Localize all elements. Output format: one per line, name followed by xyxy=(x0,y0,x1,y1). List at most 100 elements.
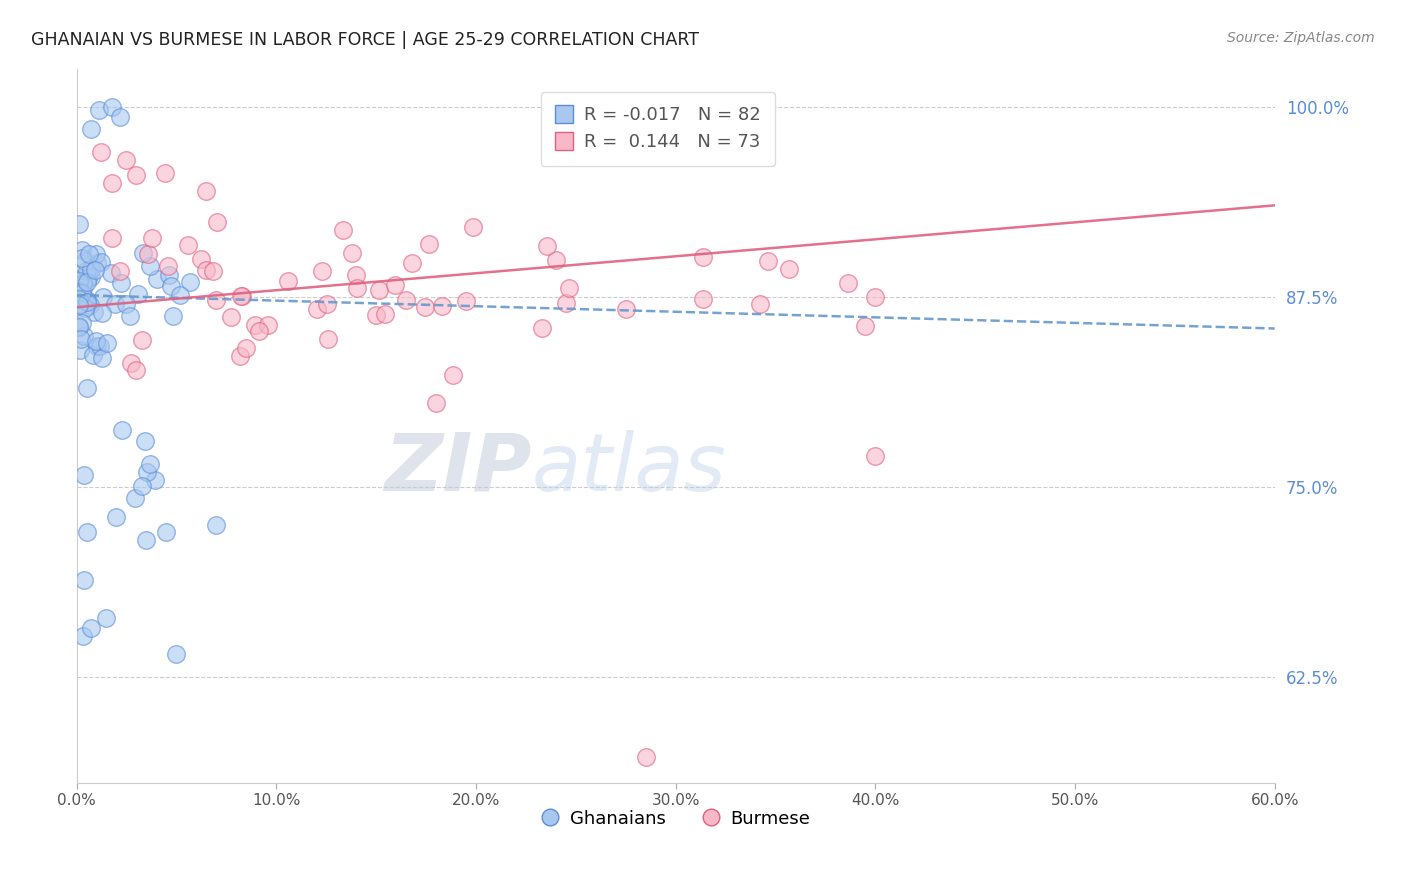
Point xyxy=(136,466,159,480)
Point xyxy=(67,285,90,299)
Point xyxy=(205,215,228,229)
Point xyxy=(124,491,146,505)
Point xyxy=(454,293,477,308)
Point xyxy=(67,297,90,311)
Point xyxy=(91,351,114,365)
Point xyxy=(195,184,218,198)
Point xyxy=(75,301,97,315)
Point xyxy=(111,423,134,437)
Point xyxy=(169,288,191,302)
Point xyxy=(219,310,242,324)
Point xyxy=(634,750,657,764)
Point xyxy=(229,289,252,303)
Point xyxy=(368,284,391,298)
Point xyxy=(72,276,94,290)
Point xyxy=(69,319,91,334)
Point xyxy=(401,256,423,270)
Point xyxy=(110,276,132,290)
Point xyxy=(101,176,124,190)
Point xyxy=(146,272,169,286)
Point xyxy=(79,298,101,312)
Point xyxy=(346,280,368,294)
Point xyxy=(76,293,98,308)
Point xyxy=(544,253,567,268)
Point xyxy=(131,334,153,348)
Point xyxy=(156,259,179,273)
Point xyxy=(84,334,107,349)
Point xyxy=(243,318,266,332)
Legend: Ghanaians, Burmese: Ghanaians, Burmese xyxy=(534,802,818,835)
Point xyxy=(80,269,103,284)
Point xyxy=(75,253,97,268)
Point xyxy=(555,296,578,310)
Point xyxy=(104,297,127,311)
Point xyxy=(138,457,160,471)
Point xyxy=(73,278,96,293)
Point xyxy=(190,252,212,267)
Point xyxy=(87,103,110,117)
Point xyxy=(305,302,328,317)
Point xyxy=(127,287,149,301)
Point xyxy=(72,329,94,343)
Point xyxy=(395,293,418,307)
Point xyxy=(73,467,96,482)
Point xyxy=(202,264,225,278)
Point xyxy=(558,281,581,295)
Point xyxy=(316,332,339,346)
Point xyxy=(84,263,107,277)
Point xyxy=(69,272,91,286)
Point xyxy=(418,236,440,251)
Point xyxy=(139,260,162,274)
Point xyxy=(125,362,148,376)
Point xyxy=(115,153,138,167)
Point xyxy=(863,290,886,304)
Point xyxy=(136,247,159,261)
Text: Source: ZipAtlas.com: Source: ZipAtlas.com xyxy=(1227,31,1375,45)
Point xyxy=(205,517,228,532)
Point xyxy=(79,620,101,634)
Point xyxy=(749,296,772,310)
Point xyxy=(67,298,90,312)
Point xyxy=(67,274,90,288)
Point xyxy=(125,168,148,182)
Point xyxy=(82,348,104,362)
Point xyxy=(79,122,101,136)
Point xyxy=(179,275,201,289)
Point xyxy=(461,219,484,234)
Point xyxy=(247,324,270,338)
Point xyxy=(837,276,859,290)
Point xyxy=(374,307,396,321)
Point xyxy=(536,239,558,253)
Point xyxy=(90,254,112,268)
Point xyxy=(141,231,163,245)
Point xyxy=(120,309,142,323)
Point xyxy=(76,525,98,540)
Point xyxy=(332,222,354,236)
Point xyxy=(235,341,257,355)
Point xyxy=(72,629,94,643)
Point xyxy=(67,319,90,334)
Point xyxy=(692,292,714,306)
Point xyxy=(67,287,90,301)
Point xyxy=(143,473,166,487)
Point xyxy=(430,299,453,313)
Point xyxy=(77,271,100,285)
Point xyxy=(155,525,177,540)
Point xyxy=(67,292,90,306)
Point xyxy=(384,277,406,292)
Point xyxy=(100,231,122,245)
Point xyxy=(101,99,124,113)
Text: GHANAIAN VS BURMESE IN LABOR FORCE | AGE 25-29 CORRELATION CHART: GHANAIAN VS BURMESE IN LABOR FORCE | AGE… xyxy=(31,31,699,49)
Point xyxy=(76,380,98,394)
Point xyxy=(72,286,94,301)
Point xyxy=(91,306,114,320)
Point xyxy=(70,332,93,346)
Point xyxy=(311,264,333,278)
Text: atlas: atlas xyxy=(531,430,727,508)
Point xyxy=(86,256,108,270)
Point xyxy=(73,293,96,308)
Point xyxy=(73,573,96,587)
Point xyxy=(135,533,157,547)
Point xyxy=(96,335,118,350)
Point xyxy=(89,145,111,160)
